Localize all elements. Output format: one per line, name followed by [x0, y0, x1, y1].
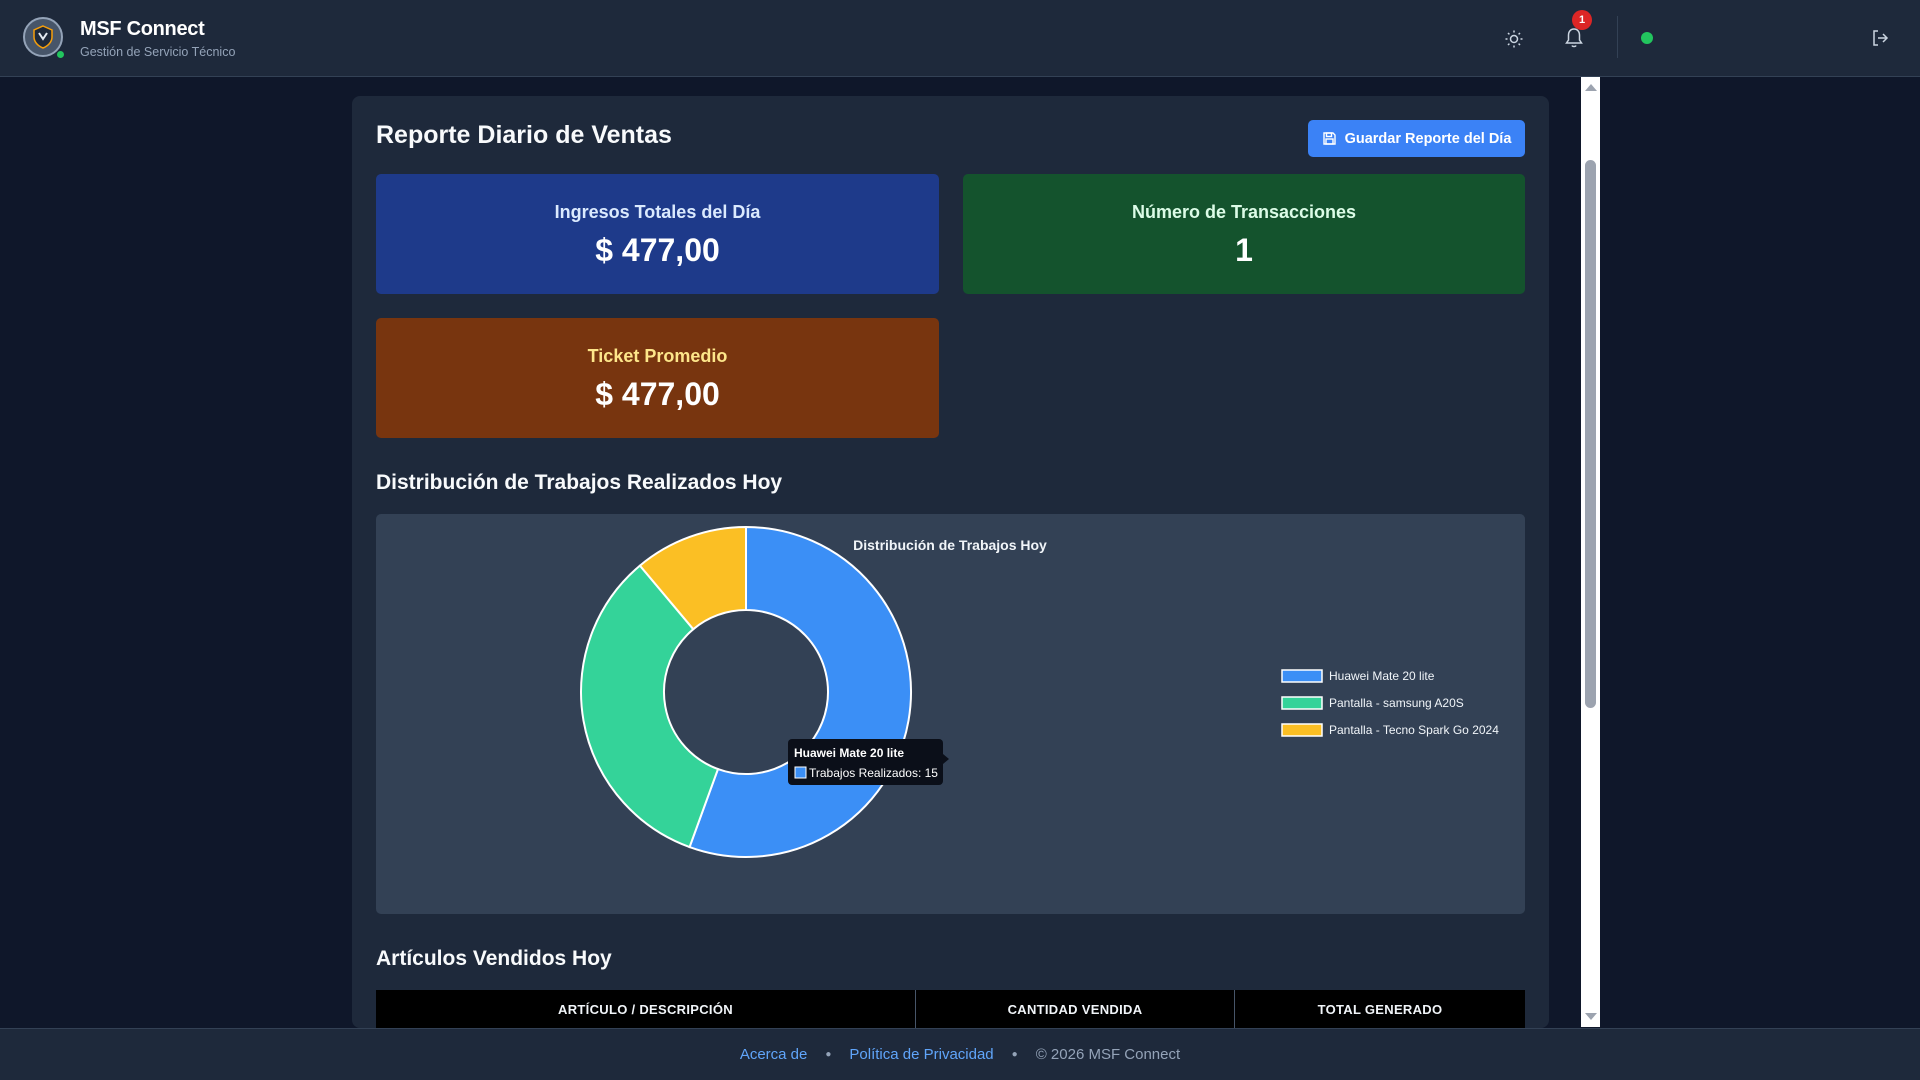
footer: Acerca de ● Política de Privacidad ● © 2…	[0, 1028, 1920, 1080]
report-title: Reporte Diario de Ventas	[376, 121, 672, 149]
privacy-link[interactable]: Política de Privacidad	[849, 1046, 994, 1063]
save-floppy-icon	[1322, 132, 1336, 145]
scroll-down-arrow-icon[interactable]	[1585, 1013, 1597, 1020]
header-divider	[1617, 16, 1618, 58]
theme-toggle-sun-icon[interactable]	[1500, 25, 1528, 53]
transactions-label: Número de Transacciones	[1131, 202, 1357, 222]
chart-tooltip: Huawei Mate 20 lite Trabajos Realizados:…	[788, 739, 949, 785]
legend-swatch-2[interactable]	[1281, 723, 1323, 737]
footer-separator: ●	[825, 1049, 832, 1060]
app-title: MSF Connect	[80, 18, 205, 40]
about-link[interactable]: Acerca de	[739, 1046, 808, 1063]
transactions-value: 1	[1235, 232, 1253, 268]
income-label: Ingresos Totales del Día	[554, 202, 761, 222]
chart-slice-1[interactable]	[580, 564, 720, 849]
ticket-value: $ 477,00	[595, 376, 720, 412]
notifications-bell-icon[interactable]	[1560, 24, 1588, 52]
scroll-up-arrow-icon[interactable]	[1585, 84, 1597, 91]
tooltip-swatch	[794, 766, 807, 779]
logout-icon[interactable]	[1866, 24, 1894, 52]
transactions-card: Número de Transacciones 1	[963, 174, 1525, 294]
column-header-article[interactable]: ARTÍCULO / DESCRIPCIÓN	[376, 990, 916, 1028]
top-bar: MSF Connect Gestión de Servicio Técnico …	[0, 0, 1920, 77]
app-subtitle: Gestión de Servicio Técnico	[80, 45, 236, 59]
distribution-chart: Distribución de Trabajos Hoy Huawei Mate…	[376, 514, 1525, 914]
footer-separator: ●	[1011, 1049, 1018, 1060]
page-scrollbar[interactable]	[1581, 77, 1600, 1027]
column-header-quantity[interactable]: CANTIDAD VENDIDA	[916, 990, 1235, 1028]
chart-title: Distribución de Trabajos Hoy	[853, 537, 1047, 553]
donut-chart-svg: Distribución de Trabajos Hoy Huawei Mate…	[580, 525, 1499, 858]
user-status-indicator	[1641, 32, 1653, 44]
app-logo	[23, 17, 63, 57]
articles-section-title: Artículos Vendidos Hoy	[376, 947, 612, 970]
save-report-label: Guardar Reporte del Día	[1344, 130, 1512, 147]
legend-swatch-0[interactable]	[1281, 669, 1323, 683]
ticket-card: Ticket Promedio $ 477,00	[376, 318, 939, 438]
notification-count-badge: 1	[1572, 10, 1592, 30]
report-panel: Reporte Diario de Ventas Guardar Reporte…	[352, 96, 1549, 1028]
chart-slice-2[interactable]	[638, 525, 747, 631]
articles-table-header: ARTÍCULO / DESCRIPCIÓN CANTIDAD VENDIDA …	[376, 990, 1525, 1028]
legend-label-1[interactable]: Pantalla - samsung A20S	[1329, 696, 1464, 710]
income-card: Ingresos Totales del Día $ 477,00	[376, 174, 939, 294]
copyright-text: © 2026 MSF Connect	[1035, 1046, 1181, 1063]
column-header-total[interactable]: TOTAL GENERADO	[1317, 1001, 1443, 1017]
distribution-section-title: Distribución de Trabajos Realizados Hoy	[376, 471, 783, 494]
ticket-label: Ticket Promedio	[587, 346, 728, 366]
tooltip-value: Trabajos Realizados: 15	[809, 766, 938, 780]
legend-swatch-1[interactable]	[1281, 696, 1323, 710]
scroll-thumb[interactable]	[1585, 160, 1596, 708]
online-indicator	[56, 50, 65, 59]
legend-label-0[interactable]: Huawei Mate 20 lite	[1329, 669, 1435, 683]
tooltip-title: Huawei Mate 20 lite	[794, 746, 904, 760]
shield-logo-icon	[33, 25, 53, 49]
legend-label-2[interactable]: Pantalla - Tecno Spark Go 2024	[1329, 723, 1499, 737]
save-report-button[interactable]: Guardar Reporte del Día	[1308, 120, 1525, 157]
income-value: $ 477,00	[595, 232, 720, 268]
